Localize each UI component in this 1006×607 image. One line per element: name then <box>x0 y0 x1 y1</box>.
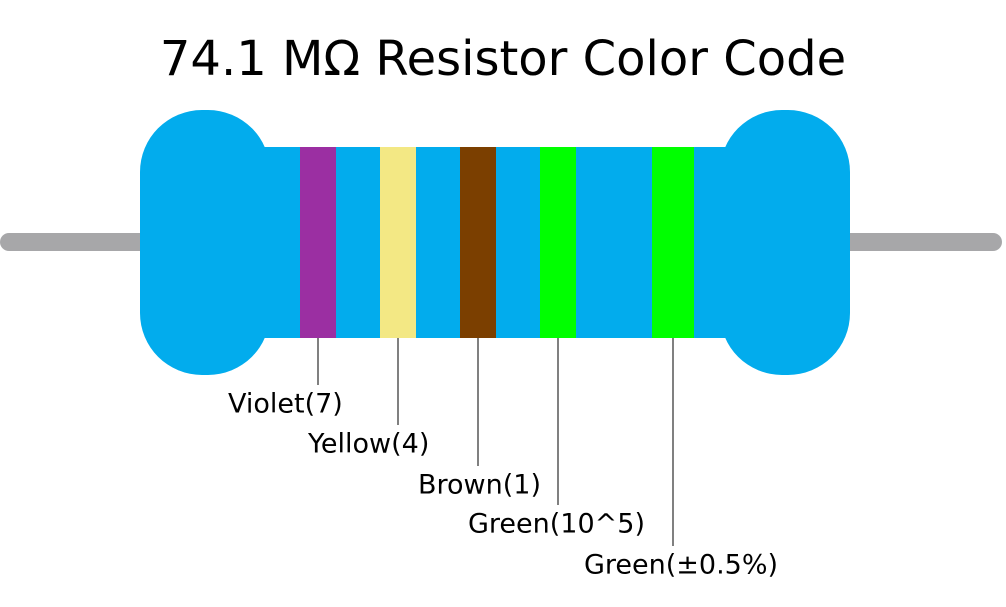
color-band <box>460 147 496 338</box>
color-band <box>300 147 336 338</box>
band-label: Yellow(4) <box>307 429 429 460</box>
title: 74.1 MΩ Resistor Color Code <box>160 31 846 87</box>
right-bulb <box>720 110 850 375</box>
band-label: Green(±0.5%) <box>584 550 778 581</box>
color-band <box>652 147 694 338</box>
color-band <box>540 147 576 338</box>
band-label: Green(10^5) <box>468 509 645 540</box>
left-bulb <box>140 110 270 375</box>
color-band <box>380 147 416 338</box>
band-label: Violet(7) <box>228 389 343 420</box>
band-label: Brown(1) <box>418 470 541 501</box>
